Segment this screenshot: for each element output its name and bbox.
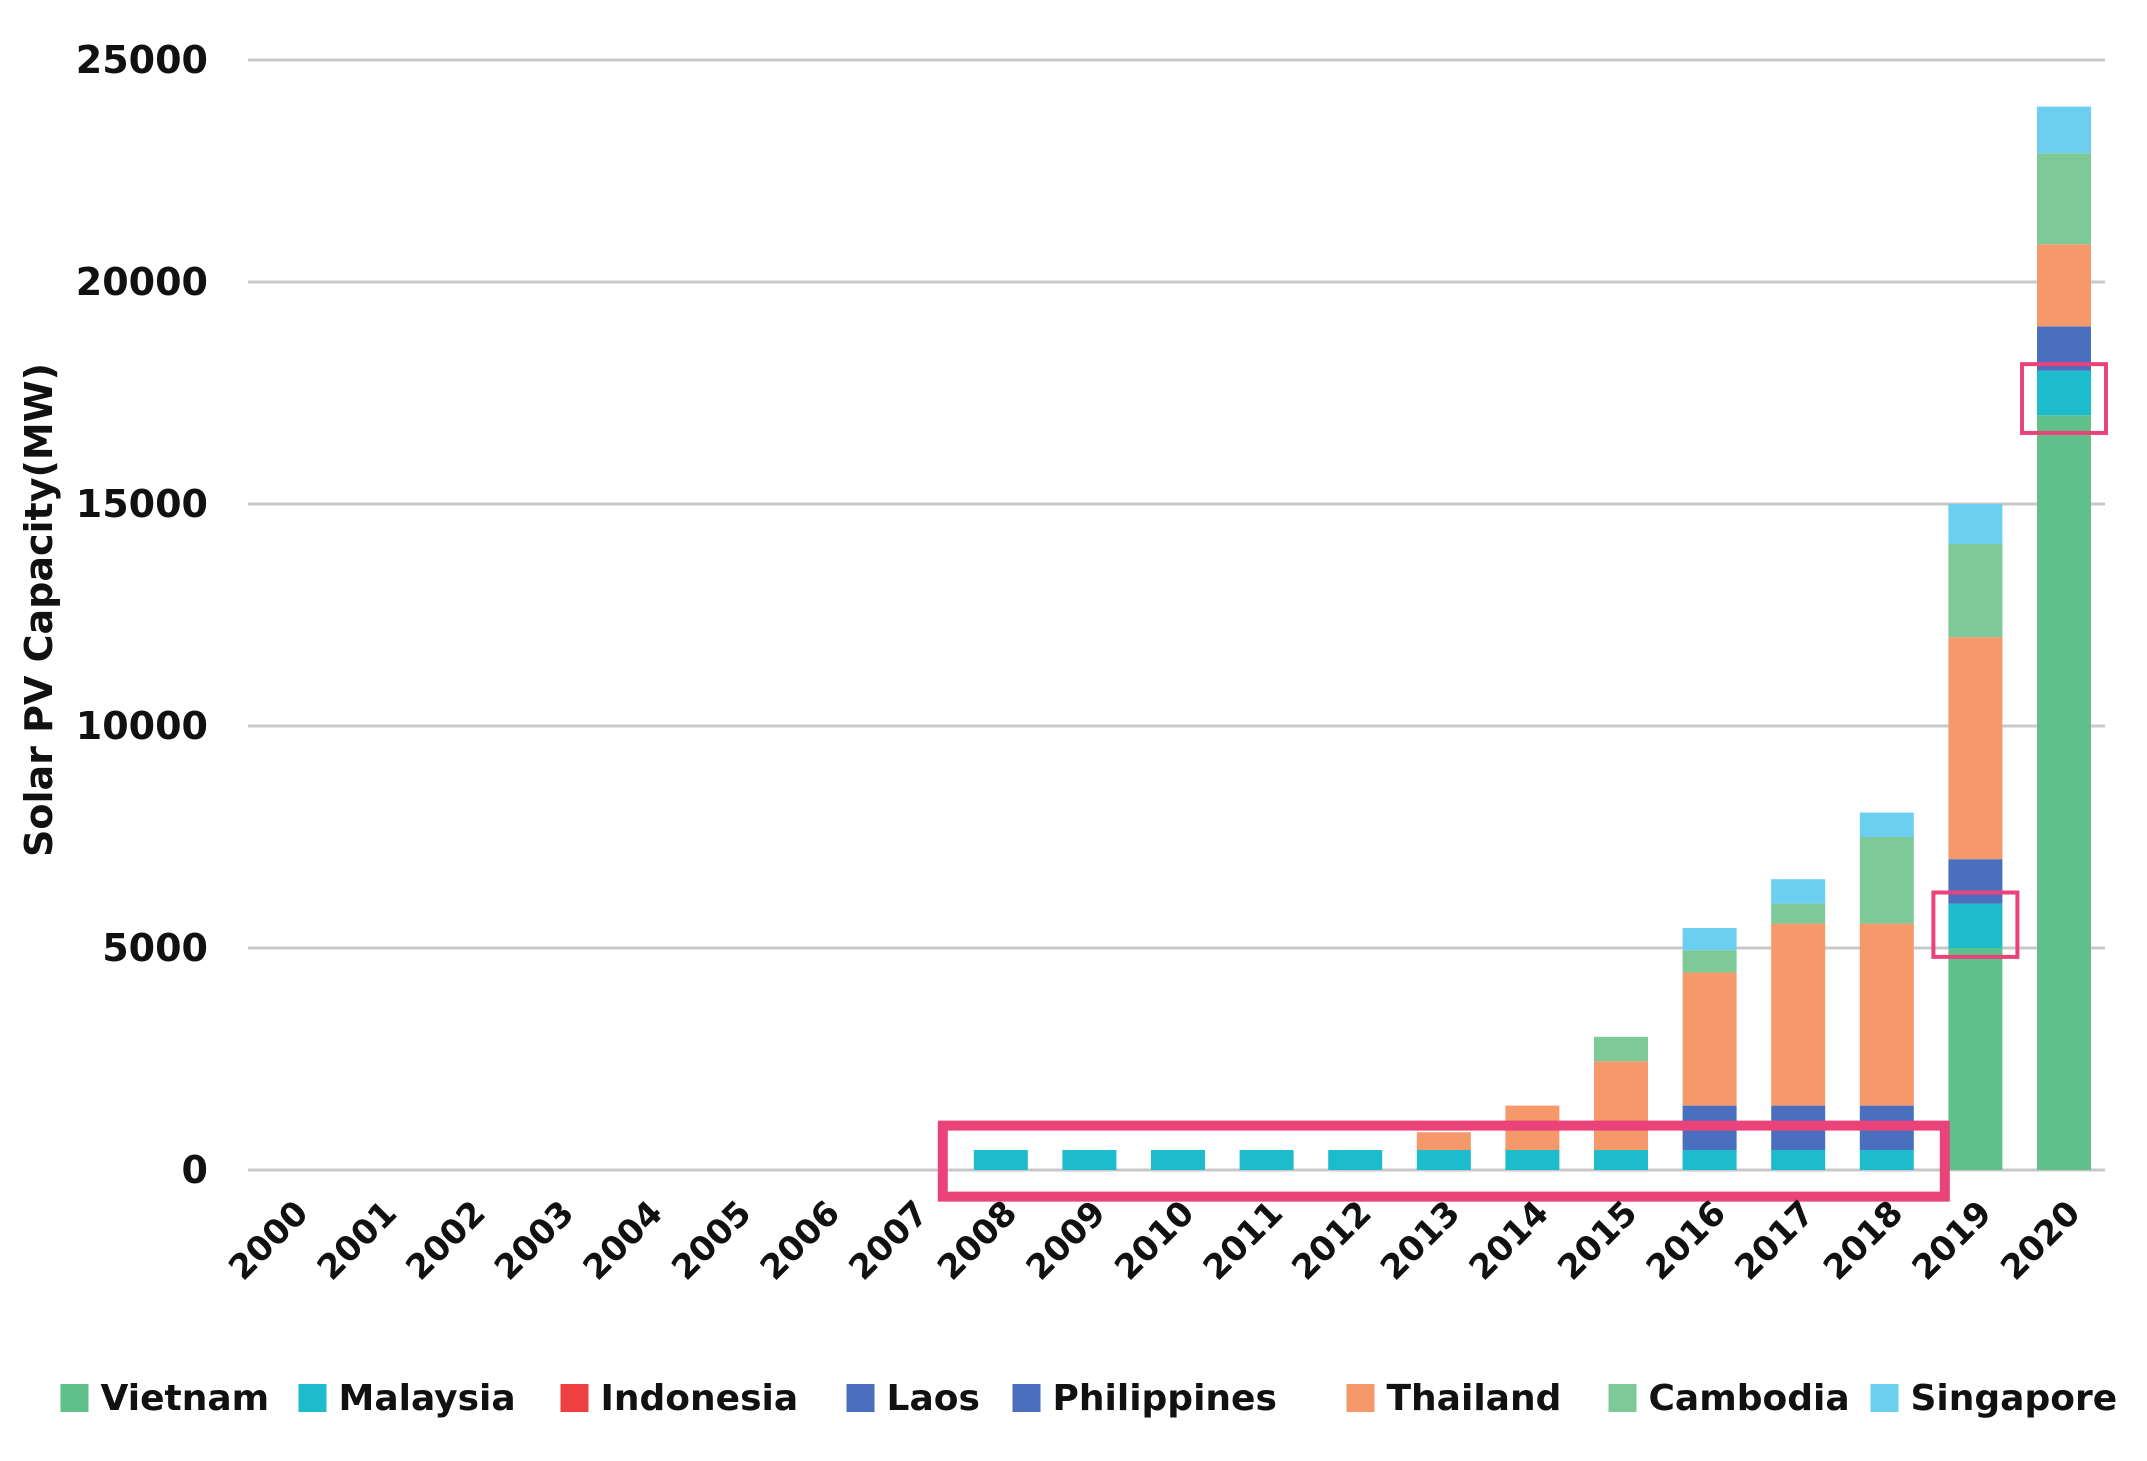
legend-swatch (846, 1384, 875, 1412)
bar-segment-thailand (1682, 972, 1737, 1106)
bar-segment-singapore (1859, 812, 1914, 837)
legend-label: Singapore (1911, 1378, 2118, 1419)
bar-segment-thailand (1771, 923, 1826, 1106)
bar-segment-thailand (1416, 1132, 1471, 1151)
legend-label: Cambodia (1649, 1378, 1850, 1419)
x-tick-label: 2016 (1639, 1193, 1734, 1288)
x-tick-label: 2000 (221, 1193, 316, 1288)
x-tick-label: 2015 (1550, 1193, 1645, 1288)
grid-lines (248, 58, 2105, 1172)
bar-segment-cambodia (2037, 153, 2091, 245)
x-tick-label: 2005 (664, 1193, 759, 1288)
x-tick-label: 2012 (1284, 1193, 1379, 1288)
bar-segment-malaysia (1151, 1150, 1205, 1170)
bar-segment-cambodia (1859, 837, 1914, 924)
legend-swatch (1608, 1384, 1637, 1412)
legend-swatch (560, 1384, 589, 1412)
bar-segment-cambodia (1682, 950, 1737, 973)
legend-label: Laos (887, 1378, 980, 1419)
legend-swatch (1012, 1384, 1041, 1412)
bar-segment-singapore (1682, 928, 1737, 951)
legend-label: Indonesia (601, 1378, 799, 1419)
x-tick-label: 2013 (1373, 1193, 1468, 1288)
y-tick-label: 25000 (76, 38, 208, 82)
x-tick-label: 2003 (487, 1193, 582, 1288)
y-tick-label: 10000 (76, 704, 208, 748)
legend: Vietnam Malaysia Indonesia Laos Philippines T… (60, 1378, 2118, 1419)
x-tick-label: 2006 (753, 1193, 848, 1288)
x-tick-label: 2020 (1993, 1193, 2088, 1288)
bar-segment-malaysia (1239, 1150, 1294, 1170)
bar-segment-malaysia (1505, 1150, 1560, 1170)
bar-segment-malaysia (1062, 1150, 1117, 1170)
legend-swatch (298, 1384, 327, 1412)
legend-label: Thailand (1387, 1378, 1562, 1419)
bar-segment-cambodia (1771, 903, 1826, 924)
x-tick-label: 2004 (576, 1193, 671, 1288)
bar-segment-cambodia (1948, 543, 2003, 638)
y-tick-label: 5000 (102, 926, 208, 970)
bar-segment-singapore (1771, 879, 1826, 904)
highlight-box (937, 1120, 1950, 1202)
bar-segment-malaysia (1948, 903, 2003, 948)
x-tick-label: 2011 (1196, 1193, 1291, 1288)
x-tick-label: 2007 (841, 1193, 936, 1288)
bar-segment-thailand (1859, 923, 1914, 1106)
x-axis-tick-labels: 2000200120022003200420052006200720082009… (221, 1193, 2088, 1288)
bar-segment-vietnam (1948, 948, 2003, 1170)
legend-label: Malaysia (339, 1378, 516, 1419)
bar-segment-malaysia (1594, 1150, 1648, 1170)
x-tick-label: 2017 (1727, 1193, 1822, 1288)
legend-swatch (60, 1384, 89, 1412)
legend-label: Philippines (1053, 1378, 1277, 1419)
bar-segment-vietnam (2037, 415, 2091, 1170)
x-tick-label: 2018 (1816, 1193, 1911, 1288)
legend-swatch (1870, 1384, 1899, 1412)
highlight-box (1931, 890, 2020, 959)
bar-segment-thailand (1594, 1061, 1648, 1151)
y-tick-label: 20000 (76, 260, 208, 304)
bar-segment-malaysia (2037, 370, 2091, 416)
bar-segment-cambodia (1594, 1036, 1648, 1062)
bar-segment-malaysia (1416, 1150, 1471, 1170)
x-tick-label: 2010 (1107, 1193, 1202, 1288)
x-tick-label: 2019 (1905, 1193, 2000, 1288)
bar-segment-philippines (1948, 859, 2003, 904)
bars (973, 106, 2091, 1170)
highlight-annotations (937, 362, 2108, 1202)
x-tick-label: 2002 (398, 1193, 493, 1288)
bar-segment-thailand (2037, 244, 2091, 327)
x-tick-label: 2014 (1462, 1193, 1557, 1288)
y-tick-label: 15000 (76, 482, 208, 526)
bar-segment-malaysia (1771, 1150, 1826, 1170)
x-tick-label: 2008 (930, 1193, 1025, 1288)
bar-segment-malaysia (973, 1150, 1028, 1170)
x-tick-label: 2009 (1019, 1193, 1114, 1288)
bar-segment-malaysia (1328, 1150, 1383, 1170)
y-axis-tick-labels: 0 5000 10000 15000 20000 25000 (76, 38, 208, 1192)
bar-segment-singapore (1948, 504, 2003, 544)
y-tick-label: 0 (182, 1148, 208, 1192)
legend-label: Vietnam (101, 1378, 270, 1419)
highlight-box (2020, 362, 2108, 435)
legend-swatch (1346, 1384, 1375, 1412)
x-tick-label: 2001 (310, 1193, 405, 1288)
bar-segment-malaysia (1682, 1150, 1737, 1170)
y-axis-title: Solar PV Capacity(MW) (17, 363, 61, 857)
bar-segment-singapore (2037, 106, 2091, 154)
bar-segment-malaysia (1859, 1150, 1914, 1170)
bar-segment-thailand (1948, 637, 2003, 860)
